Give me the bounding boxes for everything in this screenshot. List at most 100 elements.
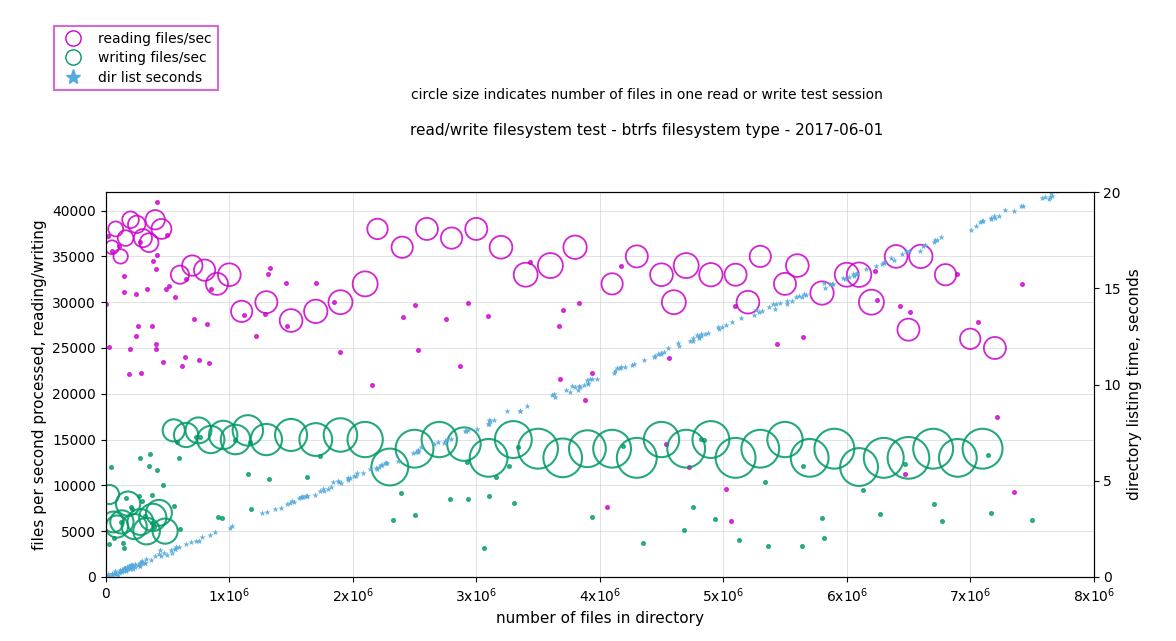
Point [973, 216, 991, 226]
Point [627, 453, 646, 463]
Point [122, 561, 141, 571]
Point [675, 525, 694, 535]
Point [226, 435, 245, 445]
Point [1022, 515, 1041, 525]
Point [815, 533, 834, 543]
Point [127, 289, 146, 299]
Point [722, 317, 741, 328]
Point [604, 368, 623, 378]
Point [857, 263, 876, 274]
Point [706, 513, 724, 524]
Point [322, 481, 341, 492]
Point [133, 233, 152, 243]
Point [306, 490, 325, 500]
Point [116, 492, 135, 503]
Point [753, 306, 771, 316]
Point [278, 321, 296, 331]
Point [341, 473, 360, 483]
Point [158, 229, 176, 240]
Point [874, 453, 893, 463]
Point [143, 512, 162, 522]
Point [834, 272, 853, 283]
Point [121, 215, 140, 225]
Point [136, 511, 155, 521]
Point [160, 281, 179, 291]
Point [394, 312, 413, 322]
Point [143, 490, 162, 500]
Point [981, 214, 1000, 224]
Point [158, 549, 176, 560]
Point [575, 395, 594, 405]
Point [847, 268, 866, 278]
Point [793, 541, 811, 551]
Point [166, 292, 185, 302]
Point [121, 562, 140, 572]
Point [822, 279, 841, 289]
Point [126, 562, 145, 572]
Point [787, 292, 806, 303]
Point [923, 444, 942, 454]
Point [114, 538, 133, 549]
Point [624, 360, 643, 370]
Point [330, 297, 349, 307]
Point [1042, 191, 1061, 201]
Point [582, 512, 601, 522]
Point [492, 242, 510, 253]
Point [100, 489, 119, 499]
Point [503, 435, 522, 445]
Point [143, 256, 162, 266]
Point [330, 477, 349, 487]
Point [582, 368, 601, 378]
Point [126, 559, 145, 569]
Point [722, 516, 741, 526]
Point [121, 560, 140, 570]
Point [815, 283, 834, 294]
Point [790, 291, 809, 301]
Point [683, 336, 702, 346]
Point [209, 512, 228, 522]
Point [577, 375, 596, 385]
Point [760, 301, 779, 312]
Point [189, 535, 208, 545]
Point [380, 462, 399, 472]
Point [98, 571, 116, 581]
Point [201, 530, 220, 540]
Point [383, 515, 402, 525]
Point [691, 331, 710, 341]
Point [441, 494, 460, 504]
Point [716, 320, 735, 331]
Point [368, 463, 387, 474]
Point [582, 374, 601, 384]
Point [1033, 193, 1051, 203]
Point [847, 269, 866, 279]
Point [186, 535, 205, 545]
Point [689, 333, 708, 344]
Point [554, 304, 573, 315]
Point [116, 565, 135, 575]
Point [873, 259, 891, 269]
Point [541, 260, 560, 271]
Text: read/write filesystem test - btrfs filesystem type - 2017-06-01: read/write filesystem test - btrfs files… [410, 122, 883, 138]
Point [298, 490, 316, 501]
Point [575, 379, 594, 390]
Point [213, 513, 232, 523]
Point [1004, 487, 1023, 497]
Point [898, 324, 917, 335]
Point [927, 235, 946, 246]
Point [123, 561, 142, 571]
Point [408, 345, 427, 355]
Point [146, 551, 165, 561]
Point [759, 541, 777, 551]
Point [113, 567, 132, 578]
Point [467, 224, 486, 234]
Point [281, 430, 300, 440]
Point [221, 523, 240, 533]
Point [562, 381, 581, 391]
Point [755, 477, 774, 487]
Point [926, 499, 944, 510]
Point [982, 213, 1001, 224]
Point [406, 510, 425, 520]
Point [133, 558, 152, 569]
Point [171, 524, 189, 535]
Point [1011, 201, 1030, 211]
